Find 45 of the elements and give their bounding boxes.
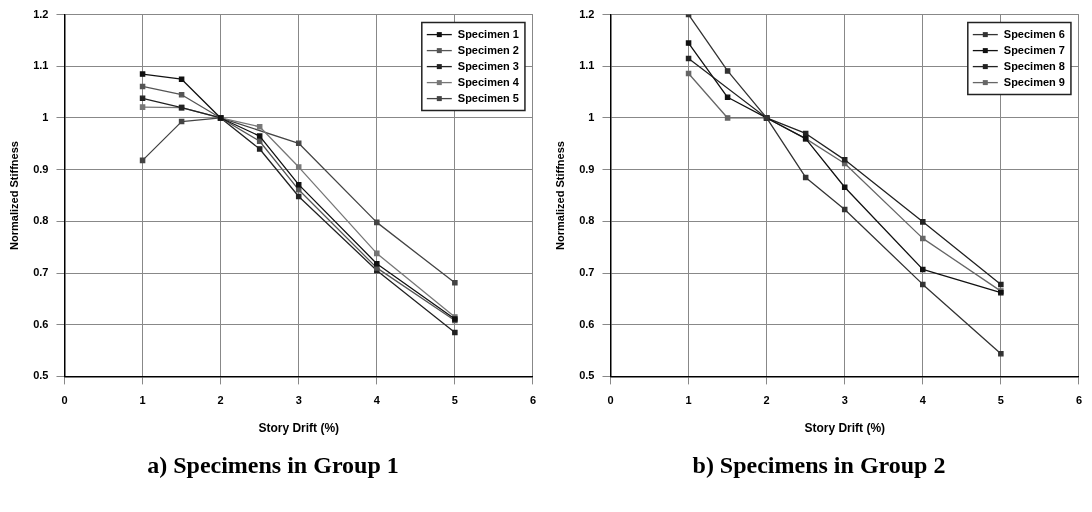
x-axis-title: Story Drift (%) [258,421,340,436]
y-tick-label: 1.1 [579,59,595,72]
text: b) Specimens in Group 2 [691,452,947,479]
legend-label: Specimen 5 [457,91,519,104]
legend-label: Specimen 3 [457,59,519,72]
x-tick-label: 3 [295,394,302,407]
legend-label: Specimen 6 [1003,27,1065,40]
x-axis-title: Story Drift (%) [804,421,886,436]
text: a) Specimens in Group 1 [146,452,400,479]
x-tick-label: 5 [451,394,458,407]
y-tick-label: 0.9 [579,162,595,175]
y-tick-label: 0.5 [579,369,595,382]
y-tick-label: 0.9 [33,162,49,175]
legend-label: Specimen 9 [1003,75,1065,88]
y-tick-label: 1.2 [579,7,595,20]
y-tick-label: 0.6 [579,317,595,330]
x-tick-label: 6 [529,394,536,407]
y-axis-title: Normalized Stiffness [553,141,566,250]
y-tick-label: 0.7 [33,266,49,279]
x-tick-label: 0 [607,394,614,407]
y-tick-label: 1.2 [33,7,49,20]
y-tick-label: 1.1 [33,59,49,72]
legend-label: Specimen 1 [457,27,519,40]
x-tick-label: 4 [373,394,381,407]
y-tick-label: 1 [588,111,595,123]
legend-label: Specimen 2 [457,43,519,56]
x-tick-label: 0 [61,394,68,407]
y-tick-label: 0.5 [33,369,49,382]
x-tick-label: 2 [763,394,770,407]
legend-label: Specimen 7 [1003,43,1065,56]
x-tick-label: 5 [997,394,1004,407]
y-tick-label: 0.6 [33,317,49,330]
legend-label: Specimen 4 [457,75,520,88]
x-tick-label: 1 [139,394,146,407]
y-tick-label: 0.7 [579,266,595,279]
x-tick-label: 3 [841,394,848,407]
x-tick-label: 2 [217,394,224,407]
y-tick-label: 0.8 [579,214,595,227]
x-tick-label: 6 [1075,394,1082,407]
y-tick-label: 1 [42,111,49,123]
y-tick-label: 0.8 [33,214,49,227]
y-axis-title: Normalized Stiffness [7,141,20,250]
x-tick-label: 4 [919,394,927,407]
legend-label: Specimen 8 [1003,59,1065,72]
x-tick-label: 1 [685,394,692,407]
